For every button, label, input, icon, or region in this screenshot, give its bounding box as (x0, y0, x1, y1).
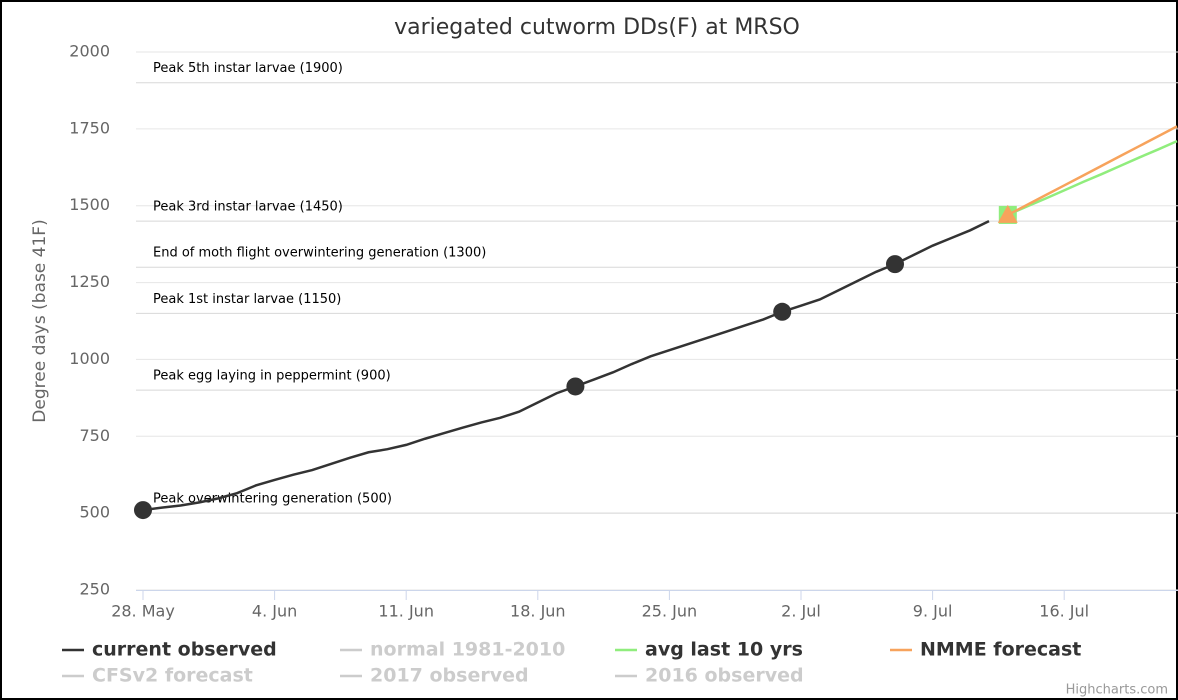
y-tick-label: 1000 (69, 349, 110, 368)
legend-label: NMME forecast (920, 639, 1081, 661)
y-tick-label: 1500 (69, 195, 110, 214)
legend-label: normal 1981-2010 (370, 639, 565, 661)
point-marker (997, 204, 1018, 223)
point-marker (134, 501, 152, 520)
series-line (1007, 140, 1178, 217)
y-tick-label: 1250 (69, 272, 110, 291)
y-axis-title: Degree days (base 41F) (30, 219, 50, 422)
legend-label: 2016 observed (645, 665, 804, 687)
plot-line-label: Peak 3rd instar larvae (1450) (153, 200, 343, 215)
x-tick-label: 9. Jul (913, 602, 953, 621)
x-tick-label: 25. Jun (642, 602, 698, 621)
point-marker (886, 255, 904, 274)
legend-label: CFSv2 forecast (92, 665, 253, 687)
chart-title: variegated cutworm DDs(F) at MRSO (394, 15, 800, 40)
plot-line-label: Peak egg laying in peppermint (900) (153, 369, 391, 384)
plot-line-label: Peak 5th instar larvae (1900) (153, 61, 343, 76)
credits: Highcharts.com (1066, 683, 1168, 698)
legend-label: avg last 10 yrs (645, 639, 803, 661)
point-marker (773, 302, 792, 321)
y-tick-label: 2000 (69, 42, 110, 61)
x-tick-label: 11. Jun (378, 602, 434, 621)
y-tick-label: 750 (79, 426, 110, 445)
y-tick-label: 250 (79, 580, 110, 599)
y-tick-label: 1750 (69, 118, 110, 137)
plot-line-label: Peak 1st instar larvae (1150) (153, 292, 341, 307)
series-line (142, 219, 990, 512)
x-tick-label: 16. Jul (1039, 602, 1089, 621)
x-tick-label: 28. May (111, 602, 175, 621)
plot-line-label: Peak overwintering generation (500) (153, 492, 392, 507)
series-line (1007, 125, 1178, 217)
x-tick-label: 4. Jun (252, 602, 297, 621)
x-tick-label: 18. Jun (510, 602, 566, 621)
plot-line-label: End of moth flight overwintering generat… (153, 246, 486, 261)
y-tick-label: 500 (79, 503, 110, 522)
legend-label: current observed (92, 639, 277, 661)
x-tick-label: 2. Jul (781, 602, 821, 621)
legend-label: 2017 observed (370, 665, 529, 687)
point-marker (566, 377, 585, 396)
